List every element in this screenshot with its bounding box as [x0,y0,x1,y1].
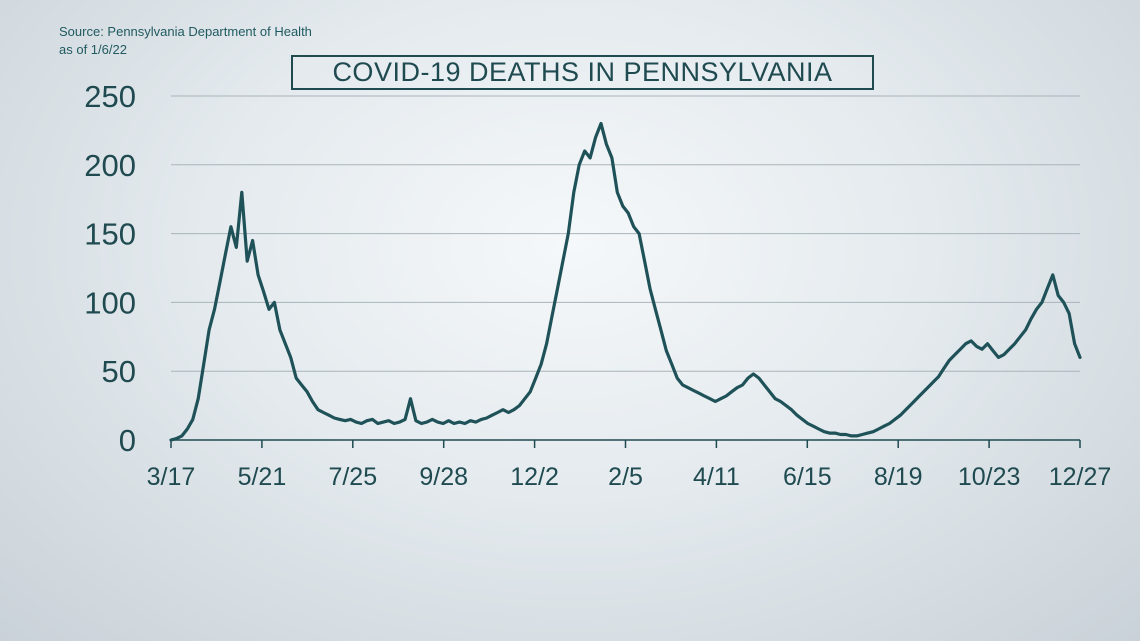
series-line [169,121,1082,442]
x-tick-label: 2/5 [608,463,643,491]
y-tick-label: 250 [84,79,136,114]
y-tick-label: 0 [119,423,136,458]
x-tick-label: 5/21 [238,463,287,491]
y-tick-label: 200 [84,148,136,183]
x-tick-label: 10/23 [958,463,1021,491]
x-tick-label: 6/15 [783,463,832,491]
x-tick-label: 3/17 [147,463,196,491]
x-tick-label: 4/11 [693,463,740,491]
as-of-date: as of 1/6/22 [59,42,127,57]
y-tick-label: 50 [102,354,136,389]
x-tick-label: 12/2 [510,463,559,491]
source-note: Source: Pennsylvania Department of Healt… [59,23,312,59]
chart-title: COVID-19 DEATHS IN PENNSYLVANIA [291,55,874,90]
x-tick-label: 7/25 [328,463,377,491]
y-tick-label: 150 [84,217,136,252]
x-tick-label: 8/19 [874,463,923,491]
y-tick-label: 100 [84,285,136,320]
source-line: Source: Pennsylvania Department of Healt… [59,24,312,39]
x-tick-label: 9/28 [419,463,468,491]
x-tick-label: 12/27 [1049,463,1112,491]
